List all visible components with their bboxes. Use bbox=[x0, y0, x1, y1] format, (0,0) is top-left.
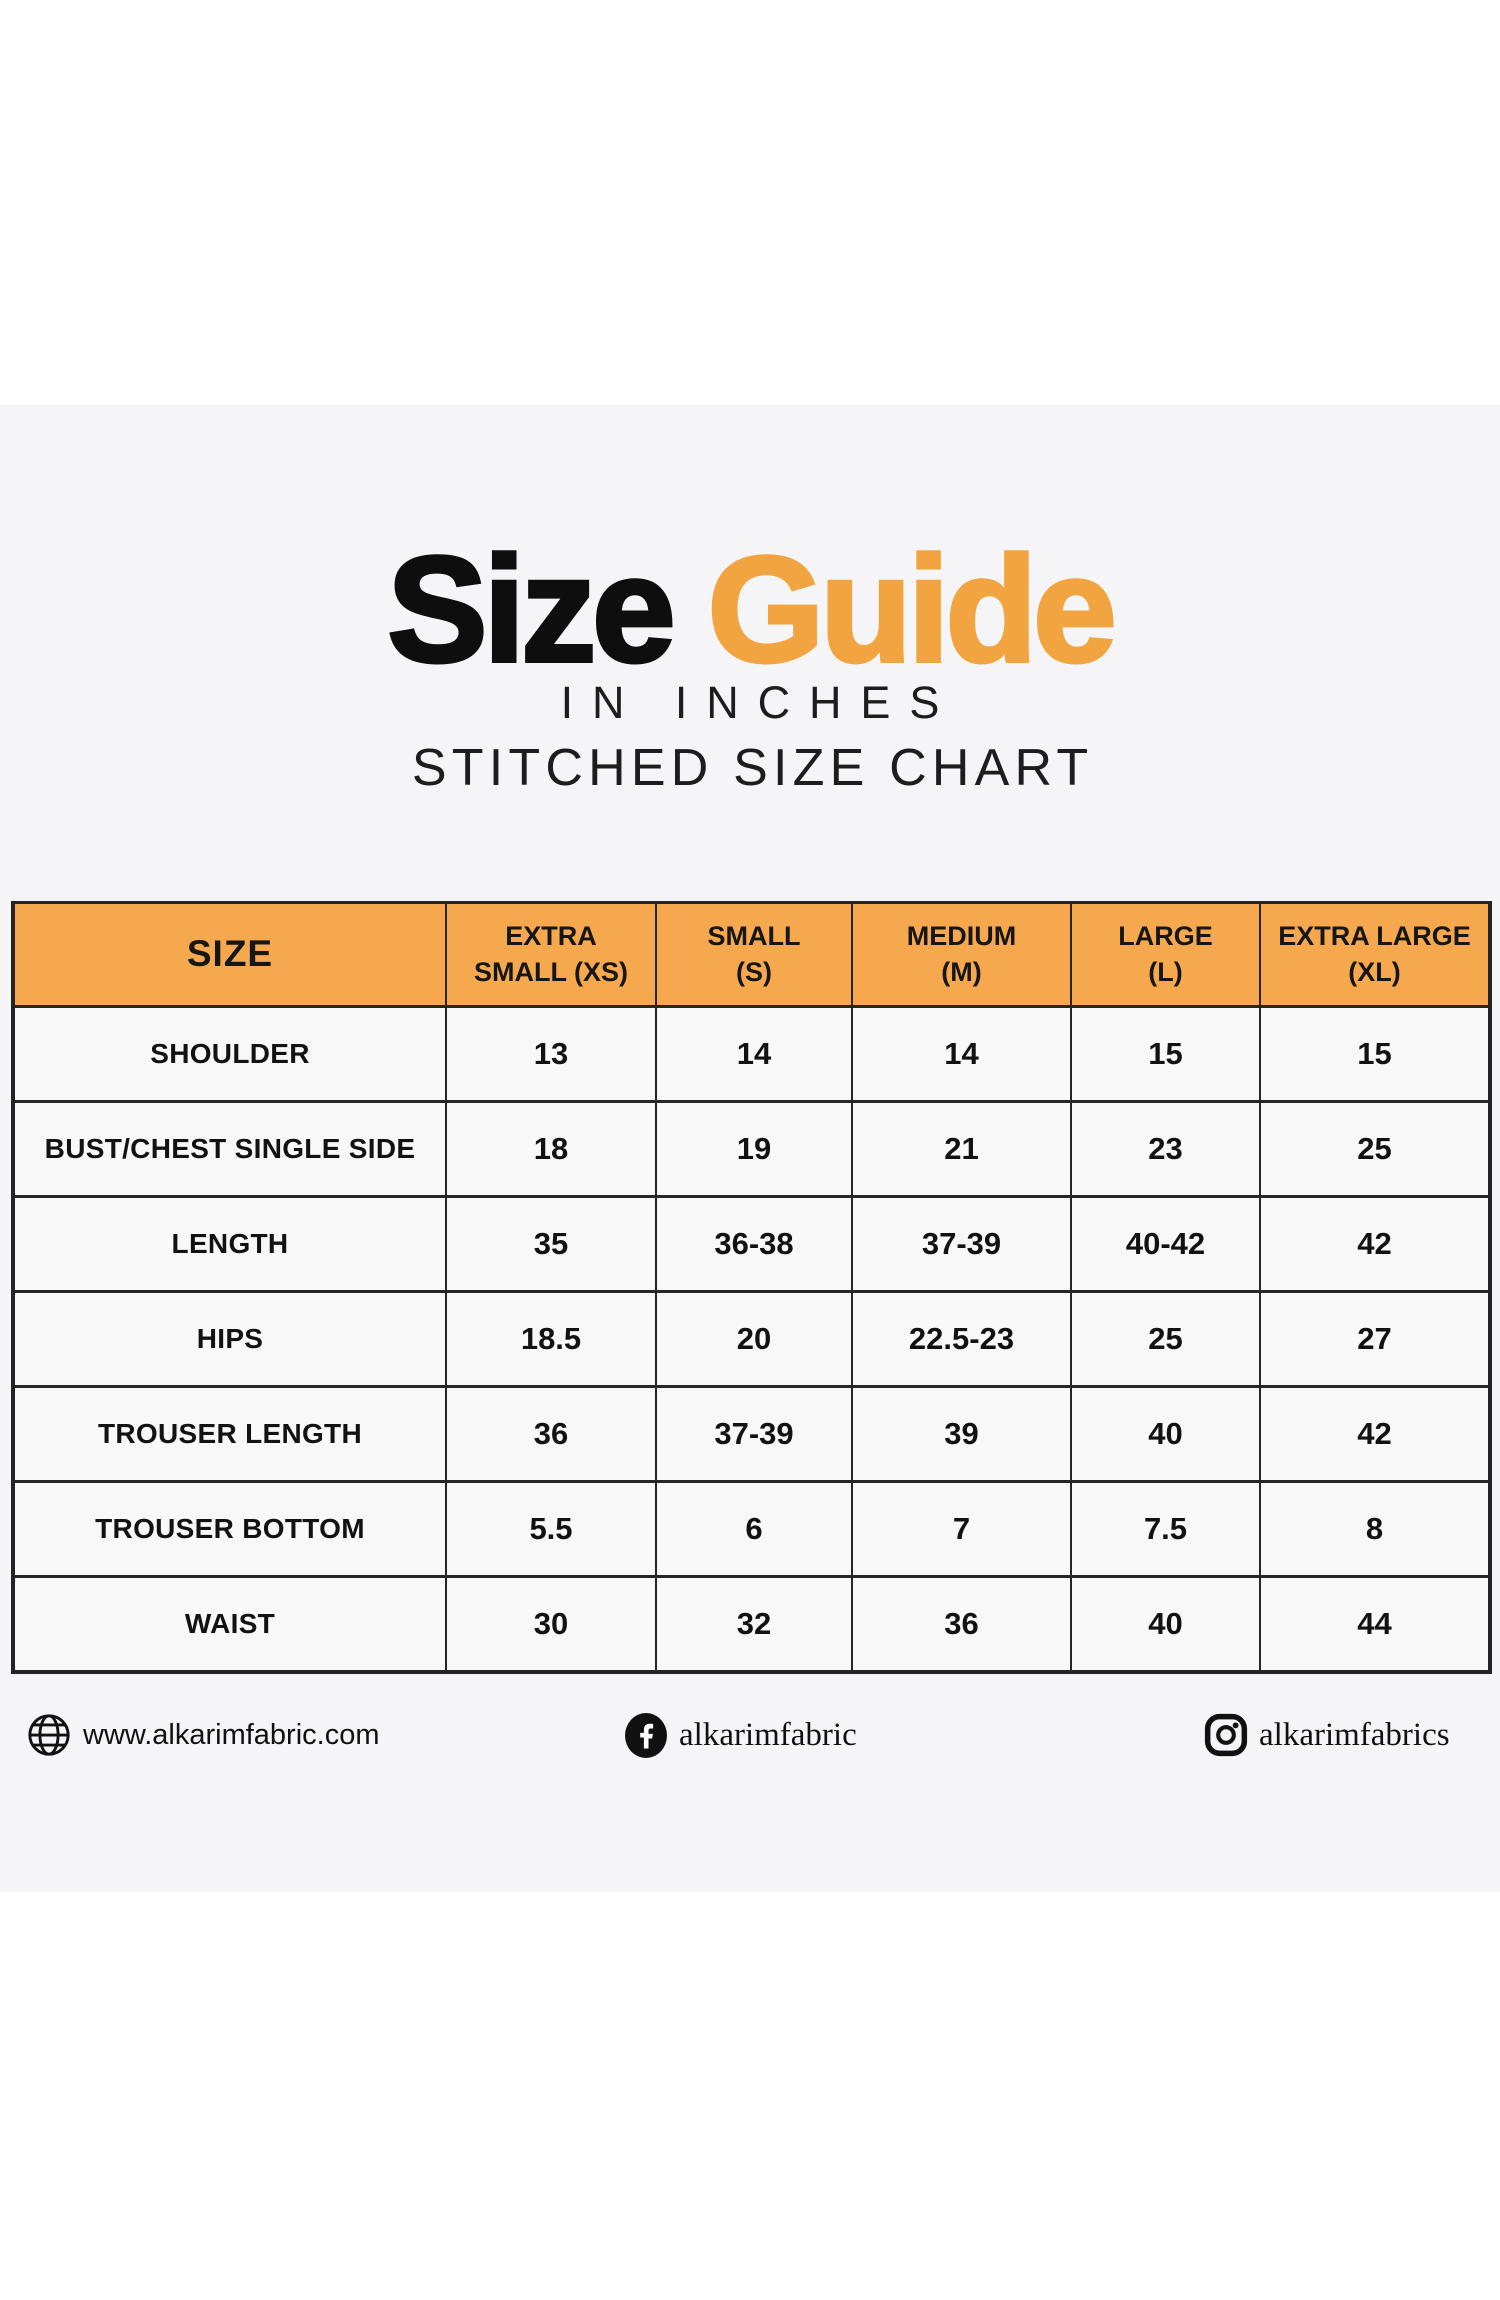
value-cell: 23 bbox=[1070, 1100, 1261, 1198]
table-row: TROUSER BOTTOM 5.5 6 7 7.5 8 bbox=[12, 1480, 1491, 1578]
row-label: HIPS bbox=[12, 1290, 447, 1388]
column-header-xs: EXTRA SMALL (XS) bbox=[445, 901, 657, 1008]
value-cell: 36 bbox=[445, 1385, 657, 1483]
table-row: LENGTH 35 36-38 37-39 40-42 42 bbox=[12, 1195, 1491, 1293]
row-label: TROUSER BOTTOM bbox=[12, 1480, 447, 1578]
value-cell: 21 bbox=[851, 1100, 1072, 1198]
value-cell: 40 bbox=[1070, 1575, 1261, 1674]
value-cell: 18 bbox=[445, 1100, 657, 1198]
website-item: www.alkarimfabric.com bbox=[26, 1712, 380, 1758]
facebook-label: alkarimfabric bbox=[679, 1717, 857, 1753]
instagram-icon bbox=[1204, 1713, 1248, 1757]
row-label: SHOULDER bbox=[12, 1005, 447, 1103]
value-cell: 15 bbox=[1259, 1005, 1491, 1103]
value-cell: 42 bbox=[1259, 1385, 1491, 1483]
value-cell: 15 bbox=[1070, 1005, 1261, 1103]
value-cell: 37-39 bbox=[655, 1385, 853, 1483]
value-cell: 8 bbox=[1259, 1480, 1491, 1578]
value-cell: 36 bbox=[851, 1575, 1072, 1674]
instagram-item: alkarimfabrics bbox=[1204, 1712, 1450, 1758]
value-cell: 35 bbox=[445, 1195, 657, 1293]
value-cell: 30 bbox=[445, 1575, 657, 1674]
row-label: BUST/CHEST SINGLE SIDE bbox=[12, 1100, 447, 1198]
value-cell: 5.5 bbox=[445, 1480, 657, 1578]
size-table: SIZE EXTRA SMALL (XS) SMALL (S) MEDIUM (… bbox=[11, 901, 1492, 1674]
value-cell: 7.5 bbox=[1070, 1480, 1261, 1578]
value-cell: 20 bbox=[655, 1290, 853, 1388]
value-cell: 13 bbox=[445, 1005, 657, 1103]
value-cell: 6 bbox=[655, 1480, 853, 1578]
value-cell: 18.5 bbox=[445, 1290, 657, 1388]
title-word-orange: Guide bbox=[706, 525, 1119, 693]
value-cell: 22.5-23 bbox=[851, 1290, 1072, 1388]
page-title: Size Guide bbox=[0, 532, 1500, 686]
row-label: TROUSER LENGTH bbox=[12, 1385, 447, 1483]
value-cell: 39 bbox=[851, 1385, 1072, 1483]
globe-icon bbox=[28, 1714, 70, 1756]
value-cell: 37-39 bbox=[851, 1195, 1072, 1293]
row-label: LENGTH bbox=[12, 1195, 447, 1293]
value-cell: 42 bbox=[1259, 1195, 1491, 1293]
value-cell: 19 bbox=[655, 1100, 853, 1198]
value-cell: 14 bbox=[655, 1005, 853, 1103]
value-cell: 27 bbox=[1259, 1290, 1491, 1388]
subtitle-chart-name: STITCHED SIZE CHART bbox=[411, 739, 1094, 797]
column-header-xl: EXTRA LARGE (XL) bbox=[1259, 901, 1491, 1008]
subtitle-units: IN INCHES bbox=[560, 677, 959, 728]
table-row: SHOULDER 13 14 14 15 15 bbox=[12, 1005, 1491, 1103]
value-cell: 40 bbox=[1070, 1385, 1261, 1483]
column-header-l: LARGE (L) bbox=[1070, 901, 1261, 1008]
facebook-icon bbox=[625, 1713, 667, 1758]
column-header-s: SMALL (S) bbox=[655, 901, 853, 1008]
website-label: www.alkarimfabric.com bbox=[83, 1718, 380, 1751]
row-label: WAIST bbox=[12, 1575, 447, 1674]
value-cell: 32 bbox=[655, 1575, 853, 1674]
title-word-black: Size bbox=[385, 525, 677, 693]
instagram-label: alkarimfabrics bbox=[1259, 1716, 1450, 1753]
table-row: WAIST 30 32 36 40 44 bbox=[12, 1575, 1491, 1674]
column-header-size: SIZE bbox=[12, 901, 447, 1008]
column-header-m: MEDIUM (M) bbox=[851, 901, 1072, 1008]
value-cell: 44 bbox=[1259, 1575, 1491, 1674]
table-row: BUST/CHEST SINGLE SIDE 18 19 21 23 25 bbox=[12, 1100, 1491, 1198]
value-cell: 25 bbox=[1070, 1290, 1261, 1388]
table-header-row: SIZE EXTRA SMALL (XS) SMALL (S) MEDIUM (… bbox=[12, 901, 1491, 1008]
value-cell: 14 bbox=[851, 1005, 1072, 1103]
value-cell: 25 bbox=[1259, 1100, 1491, 1198]
facebook-item: alkarimfabric bbox=[624, 1712, 857, 1759]
value-cell: 40-42 bbox=[1070, 1195, 1261, 1293]
table-row: HIPS 18.5 20 22.5-23 25 27 bbox=[12, 1290, 1491, 1388]
value-cell: 36-38 bbox=[655, 1195, 853, 1293]
table-row: TROUSER LENGTH 36 37-39 39 40 42 bbox=[12, 1385, 1491, 1483]
value-cell: 7 bbox=[851, 1480, 1072, 1578]
